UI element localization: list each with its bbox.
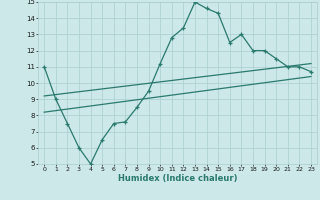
X-axis label: Humidex (Indice chaleur): Humidex (Indice chaleur) [118, 174, 237, 183]
